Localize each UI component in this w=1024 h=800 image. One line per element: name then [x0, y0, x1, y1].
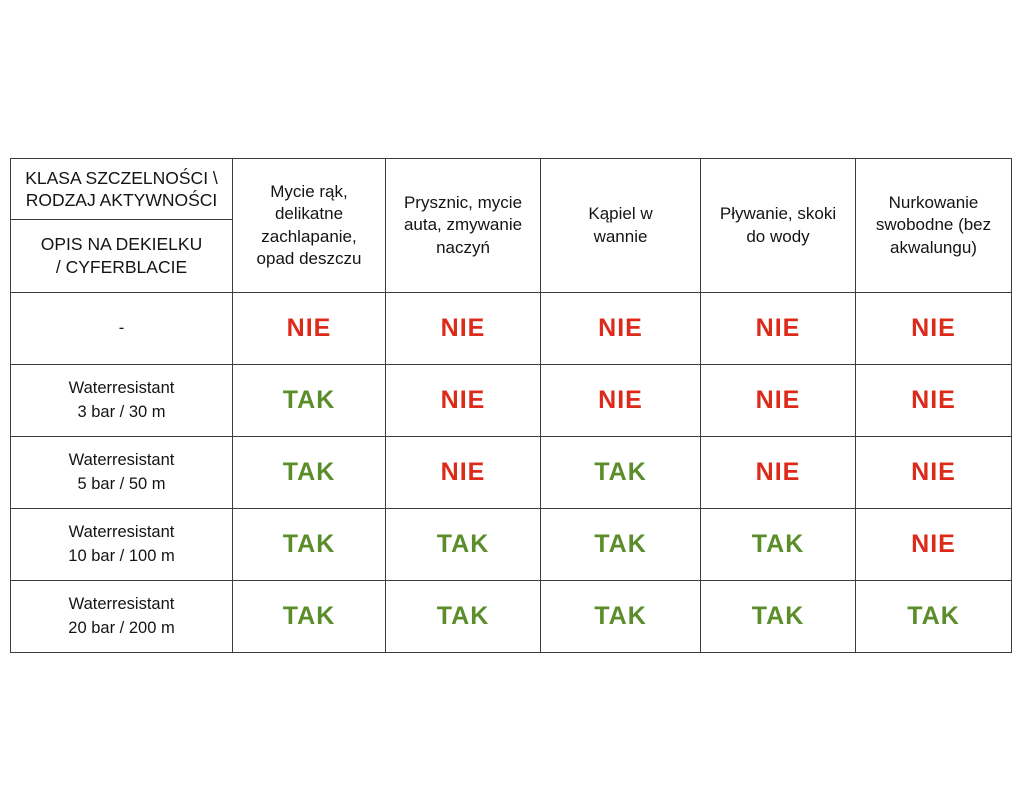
column-header-diving: Nurkowanie swobodne (bez akwalungu) — [855, 158, 1012, 293]
cell-value: NIE — [385, 364, 541, 437]
cell-value: NIE — [700, 292, 856, 365]
cell-value: NIE — [385, 292, 541, 365]
cell-value: TAK — [385, 580, 541, 653]
cell-value: TAK — [540, 436, 701, 509]
cell-value: NIE — [855, 292, 1012, 365]
cell-value: NIE — [855, 364, 1012, 437]
cell-value: NIE — [540, 364, 701, 437]
cell-value: NIE — [540, 292, 701, 365]
column-header-swimming: Pływanie, skoki do wody — [700, 158, 856, 293]
cell-value: TAK — [855, 580, 1012, 653]
table-row: Waterresistant 20 bar / 200 m TAK TAK TA… — [10, 580, 1012, 653]
table-row: Waterresistant 10 bar / 100 m TAK TAK TA… — [10, 508, 1012, 581]
table-row: Waterresistant 5 bar / 50 m TAK NIE TAK … — [10, 436, 1012, 509]
cell-value: NIE — [700, 364, 856, 437]
cell-value: NIE — [855, 508, 1012, 581]
cell-value: TAK — [540, 580, 701, 653]
cell-value: TAK — [232, 364, 386, 437]
cell-value: NIE — [700, 436, 856, 509]
cell-value: TAK — [700, 580, 856, 653]
row-label: Waterresistant 10 bar / 100 m — [10, 508, 233, 581]
table-header-row: KLASA SZCZELNOŚCI \ RODZAJ AKTYWNOŚCI OP… — [10, 158, 1012, 293]
table-row: Waterresistant 3 bar / 30 m TAK NIE NIE … — [10, 364, 1012, 437]
cell-value: NIE — [855, 436, 1012, 509]
column-header-shower: Prysznic, mycie auta, zmywanie naczyń — [385, 158, 541, 293]
row-label: Waterresistant 5 bar / 50 m — [10, 436, 233, 509]
corner-cell: KLASA SZCZELNOŚCI \ RODZAJ AKTYWNOŚCI OP… — [10, 158, 233, 293]
cell-value: TAK — [232, 580, 386, 653]
table-row: - NIE NIE NIE NIE NIE — [10, 292, 1012, 365]
cell-value: NIE — [232, 292, 386, 365]
corner-bottom-label: OPIS NA DEKIELKU / CYFERBLACIE — [40, 233, 203, 277]
cell-value: TAK — [232, 436, 386, 509]
water-resistance-table: KLASA SZCZELNOŚCI \ RODZAJ AKTYWNOŚCI OP… — [10, 158, 1012, 653]
cell-value: TAK — [540, 508, 701, 581]
cell-value: NIE — [385, 436, 541, 509]
cell-value: TAK — [700, 508, 856, 581]
row-label: Waterresistant 20 bar / 200 m — [10, 580, 233, 653]
cell-value: TAK — [385, 508, 541, 581]
column-header-bath: Kąpiel w wannie — [540, 158, 701, 293]
row-label: Waterresistant 3 bar / 30 m — [10, 364, 233, 437]
row-label: - — [10, 292, 233, 365]
cell-value: TAK — [232, 508, 386, 581]
corner-top-label: KLASA SZCZELNOŚCI \ RODZAJ AKTYWNOŚCI — [11, 160, 232, 220]
column-header-hand-washing: Mycie rąk, delikatne zachlapanie, opad d… — [232, 158, 386, 293]
